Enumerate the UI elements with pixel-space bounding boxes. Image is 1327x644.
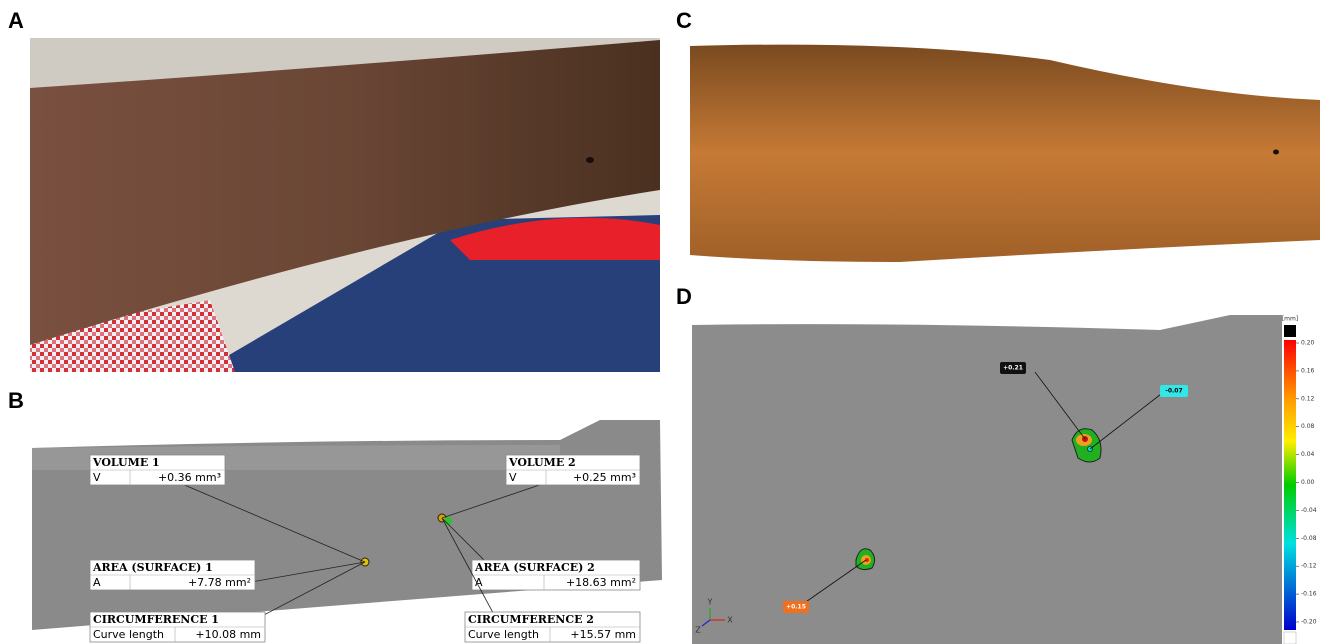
callout-value: +18.63 mm² (566, 576, 636, 589)
callout-key: V (509, 471, 517, 484)
colorbar-tick-label: -0.20 (1301, 619, 1317, 626)
colorbar-tick-label: 0.12 (1301, 395, 1315, 402)
callout-key: Curve length (468, 628, 539, 641)
callout-title: AREA (SURFACE) 1 (92, 561, 213, 574)
colorbar-unit: [mm] (1282, 316, 1298, 323)
panel-label: B (8, 388, 24, 413)
callout-value: +15.57 mm (570, 628, 636, 641)
panel-label: A (8, 8, 24, 33)
callout-value: +10.08 mm (195, 628, 261, 641)
axis-triad-label: Y (707, 598, 713, 607)
deviation-label: +0.21 (1003, 365, 1023, 372)
panel-label: D (676, 284, 692, 309)
colorbar-tick-label: 0.08 (1301, 423, 1315, 430)
colorbar-tick-label: -0.08 (1301, 535, 1317, 542)
axis-triad-label: X (727, 616, 733, 625)
colorbar-tick-label: 0.00 (1301, 479, 1315, 486)
callout-value: +0.25 mm³ (573, 471, 636, 484)
colorbar-tick-label: -0.12 (1301, 563, 1317, 570)
deviation-label: -0.07 (1165, 388, 1182, 395)
callout-key: A (475, 576, 483, 589)
callout-key: A (93, 576, 101, 589)
callout-title: CIRCUMFERENCE 1 (93, 613, 219, 626)
leader-line (184, 484, 366, 563)
colorbar-tick-label: 0.04 (1301, 451, 1315, 458)
colorbar-tick-label: -0.16 (1301, 591, 1317, 598)
callout-value: +7.78 mm² (188, 576, 251, 589)
callout-title: CIRCUMFERENCE 2 (468, 613, 594, 626)
colorbar-tick-label: 0.16 (1301, 367, 1315, 374)
colorbar-tick-label: -0.04 (1301, 507, 1317, 514)
scan-d (692, 315, 1297, 644)
colorbar-tick-label: 0.20 (1301, 340, 1315, 347)
deviation-label: +0.15 (786, 604, 806, 611)
callout-key: V (93, 471, 101, 484)
callout-value: +0.36 mm³ (158, 471, 221, 484)
scan-b (32, 420, 662, 630)
axis-triad-label: Z (695, 626, 701, 635)
callout-title: AREA (SURFACE) 2 (474, 561, 595, 574)
callout-title: VOLUME 1 (92, 456, 160, 469)
callout-key: Curve length (93, 628, 164, 641)
panel-label: C (676, 8, 692, 33)
photo-a (30, 38, 660, 372)
leader-line (441, 484, 540, 519)
photo-c (690, 44, 1320, 262)
callout-title: VOLUME 2 (508, 456, 576, 469)
